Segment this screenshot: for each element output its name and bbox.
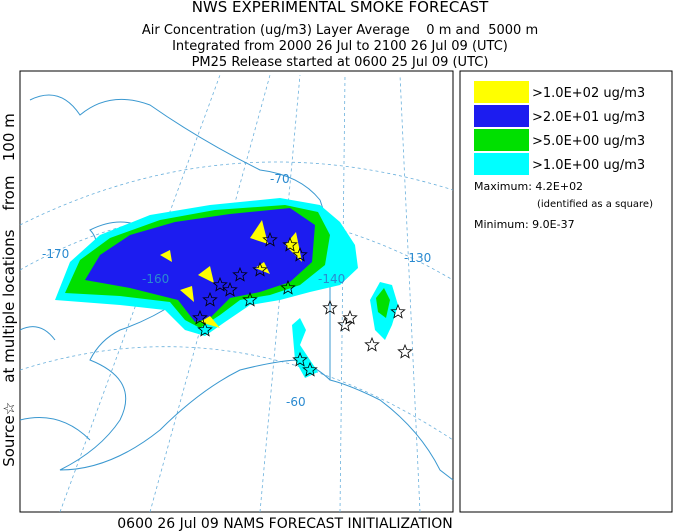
legend-swatch bbox=[474, 105, 529, 127]
map-label: -70 bbox=[270, 172, 290, 186]
footer: 0600 26 Jul 09 NAMS FORECAST INITIALIZAT… bbox=[117, 516, 452, 532]
sources bbox=[192, 231, 413, 377]
legend-swatch bbox=[474, 129, 529, 151]
source-star bbox=[197, 321, 213, 337]
maximum: Maximum: 4.2E+02 bbox=[474, 180, 583, 193]
source-star bbox=[202, 291, 218, 307]
plume-area bbox=[160, 250, 172, 262]
plume-area bbox=[200, 316, 220, 328]
minimum: Minimum: 9.0E-37 bbox=[474, 218, 575, 231]
graticule bbox=[19, 161, 454, 226]
source-star bbox=[364, 336, 380, 352]
source-star bbox=[212, 276, 228, 292]
plume-area bbox=[376, 288, 390, 318]
legend-label: >1.0E+00 ug/m3 bbox=[532, 158, 645, 173]
subtitle: Air Concentration (ug/m3) Layer Average … bbox=[142, 23, 538, 38]
side-label: Source☆ at multiple locations from 100 m bbox=[0, 113, 18, 467]
subtitle: PM25 Release started at 0600 25 Jul 09 (… bbox=[192, 55, 489, 70]
source-star bbox=[222, 281, 238, 297]
source-star bbox=[280, 279, 296, 295]
coastline bbox=[19, 326, 91, 441]
source-star bbox=[262, 231, 278, 247]
legend-label: >1.0E+02 ug/m3 bbox=[532, 86, 645, 101]
source-star bbox=[252, 261, 268, 277]
map-label: -160 bbox=[142, 272, 169, 286]
source-star bbox=[192, 309, 208, 325]
source-star bbox=[390, 303, 406, 319]
plume bbox=[55, 198, 398, 378]
plume-area bbox=[180, 286, 194, 302]
map-label: -60 bbox=[286, 395, 306, 409]
source-star bbox=[282, 236, 298, 252]
subtitle: Integrated from 2000 26 Jul to 2100 26 J… bbox=[172, 39, 508, 54]
source-star bbox=[292, 351, 308, 367]
source-star bbox=[242, 291, 258, 307]
legend-swatch bbox=[474, 153, 529, 175]
coastline bbox=[29, 94, 454, 481]
plume-area bbox=[292, 318, 318, 378]
map-label: -170 bbox=[42, 247, 69, 261]
plume-area bbox=[198, 266, 214, 283]
legend-swatch bbox=[474, 81, 529, 103]
source-star bbox=[397, 343, 413, 359]
legend-label: >5.0E+00 ug/m3 bbox=[532, 134, 645, 149]
legend-label: >2.0E+01 ug/m3 bbox=[532, 110, 645, 125]
maximum-note: (identified as a square) bbox=[537, 199, 653, 210]
map-label: -130 bbox=[404, 251, 431, 265]
title: NWS EXPERIMENTAL SMOKE FORECAST bbox=[192, 0, 489, 16]
source-star bbox=[232, 266, 248, 282]
map-label: -140 bbox=[318, 272, 345, 286]
legend: >1.0E+02 ug/m3 >2.0E+01 ug/m3 >5.0E+00 ug/… bbox=[474, 81, 645, 175]
source-star bbox=[302, 361, 318, 377]
source-star bbox=[342, 309, 358, 325]
graticule bbox=[19, 346, 454, 441]
source-star bbox=[337, 316, 353, 332]
source-star bbox=[292, 246, 308, 262]
source-star bbox=[322, 299, 338, 315]
